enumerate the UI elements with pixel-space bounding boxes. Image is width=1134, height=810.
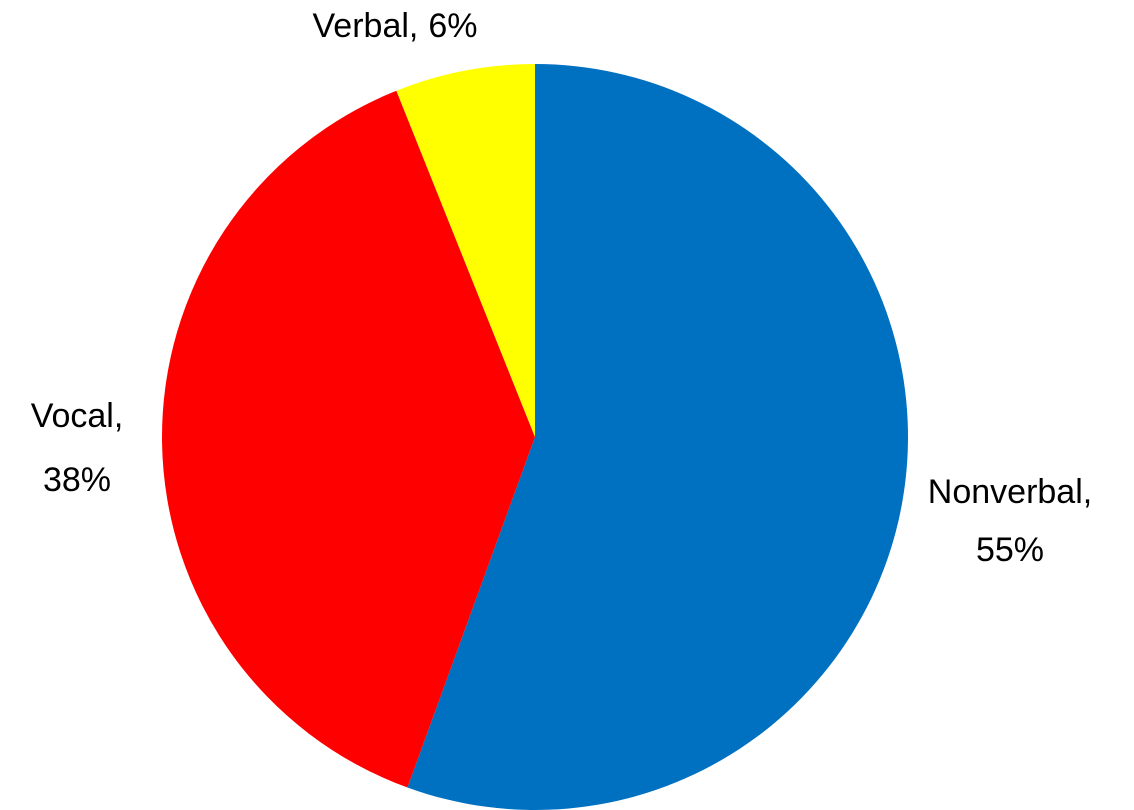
slice-value-label: 6%	[428, 7, 477, 45]
pie-slice	[162, 90, 535, 788]
slice-category: Verbal,	[313, 7, 419, 45]
slice-category: Vocal,	[31, 397, 124, 435]
slice-label: Vocal, 38%	[31, 397, 124, 499]
pie-slice	[396, 64, 535, 437]
pie-slice	[407, 64, 908, 810]
slice-label: Nonverbal, 55%	[928, 473, 1092, 569]
slice-label: Verbal, 6%	[313, 7, 478, 45]
slice-category: Nonverbal,	[928, 473, 1092, 511]
slice-value-label: 38%	[43, 461, 111, 499]
slice-value-label: 55%	[976, 531, 1044, 569]
